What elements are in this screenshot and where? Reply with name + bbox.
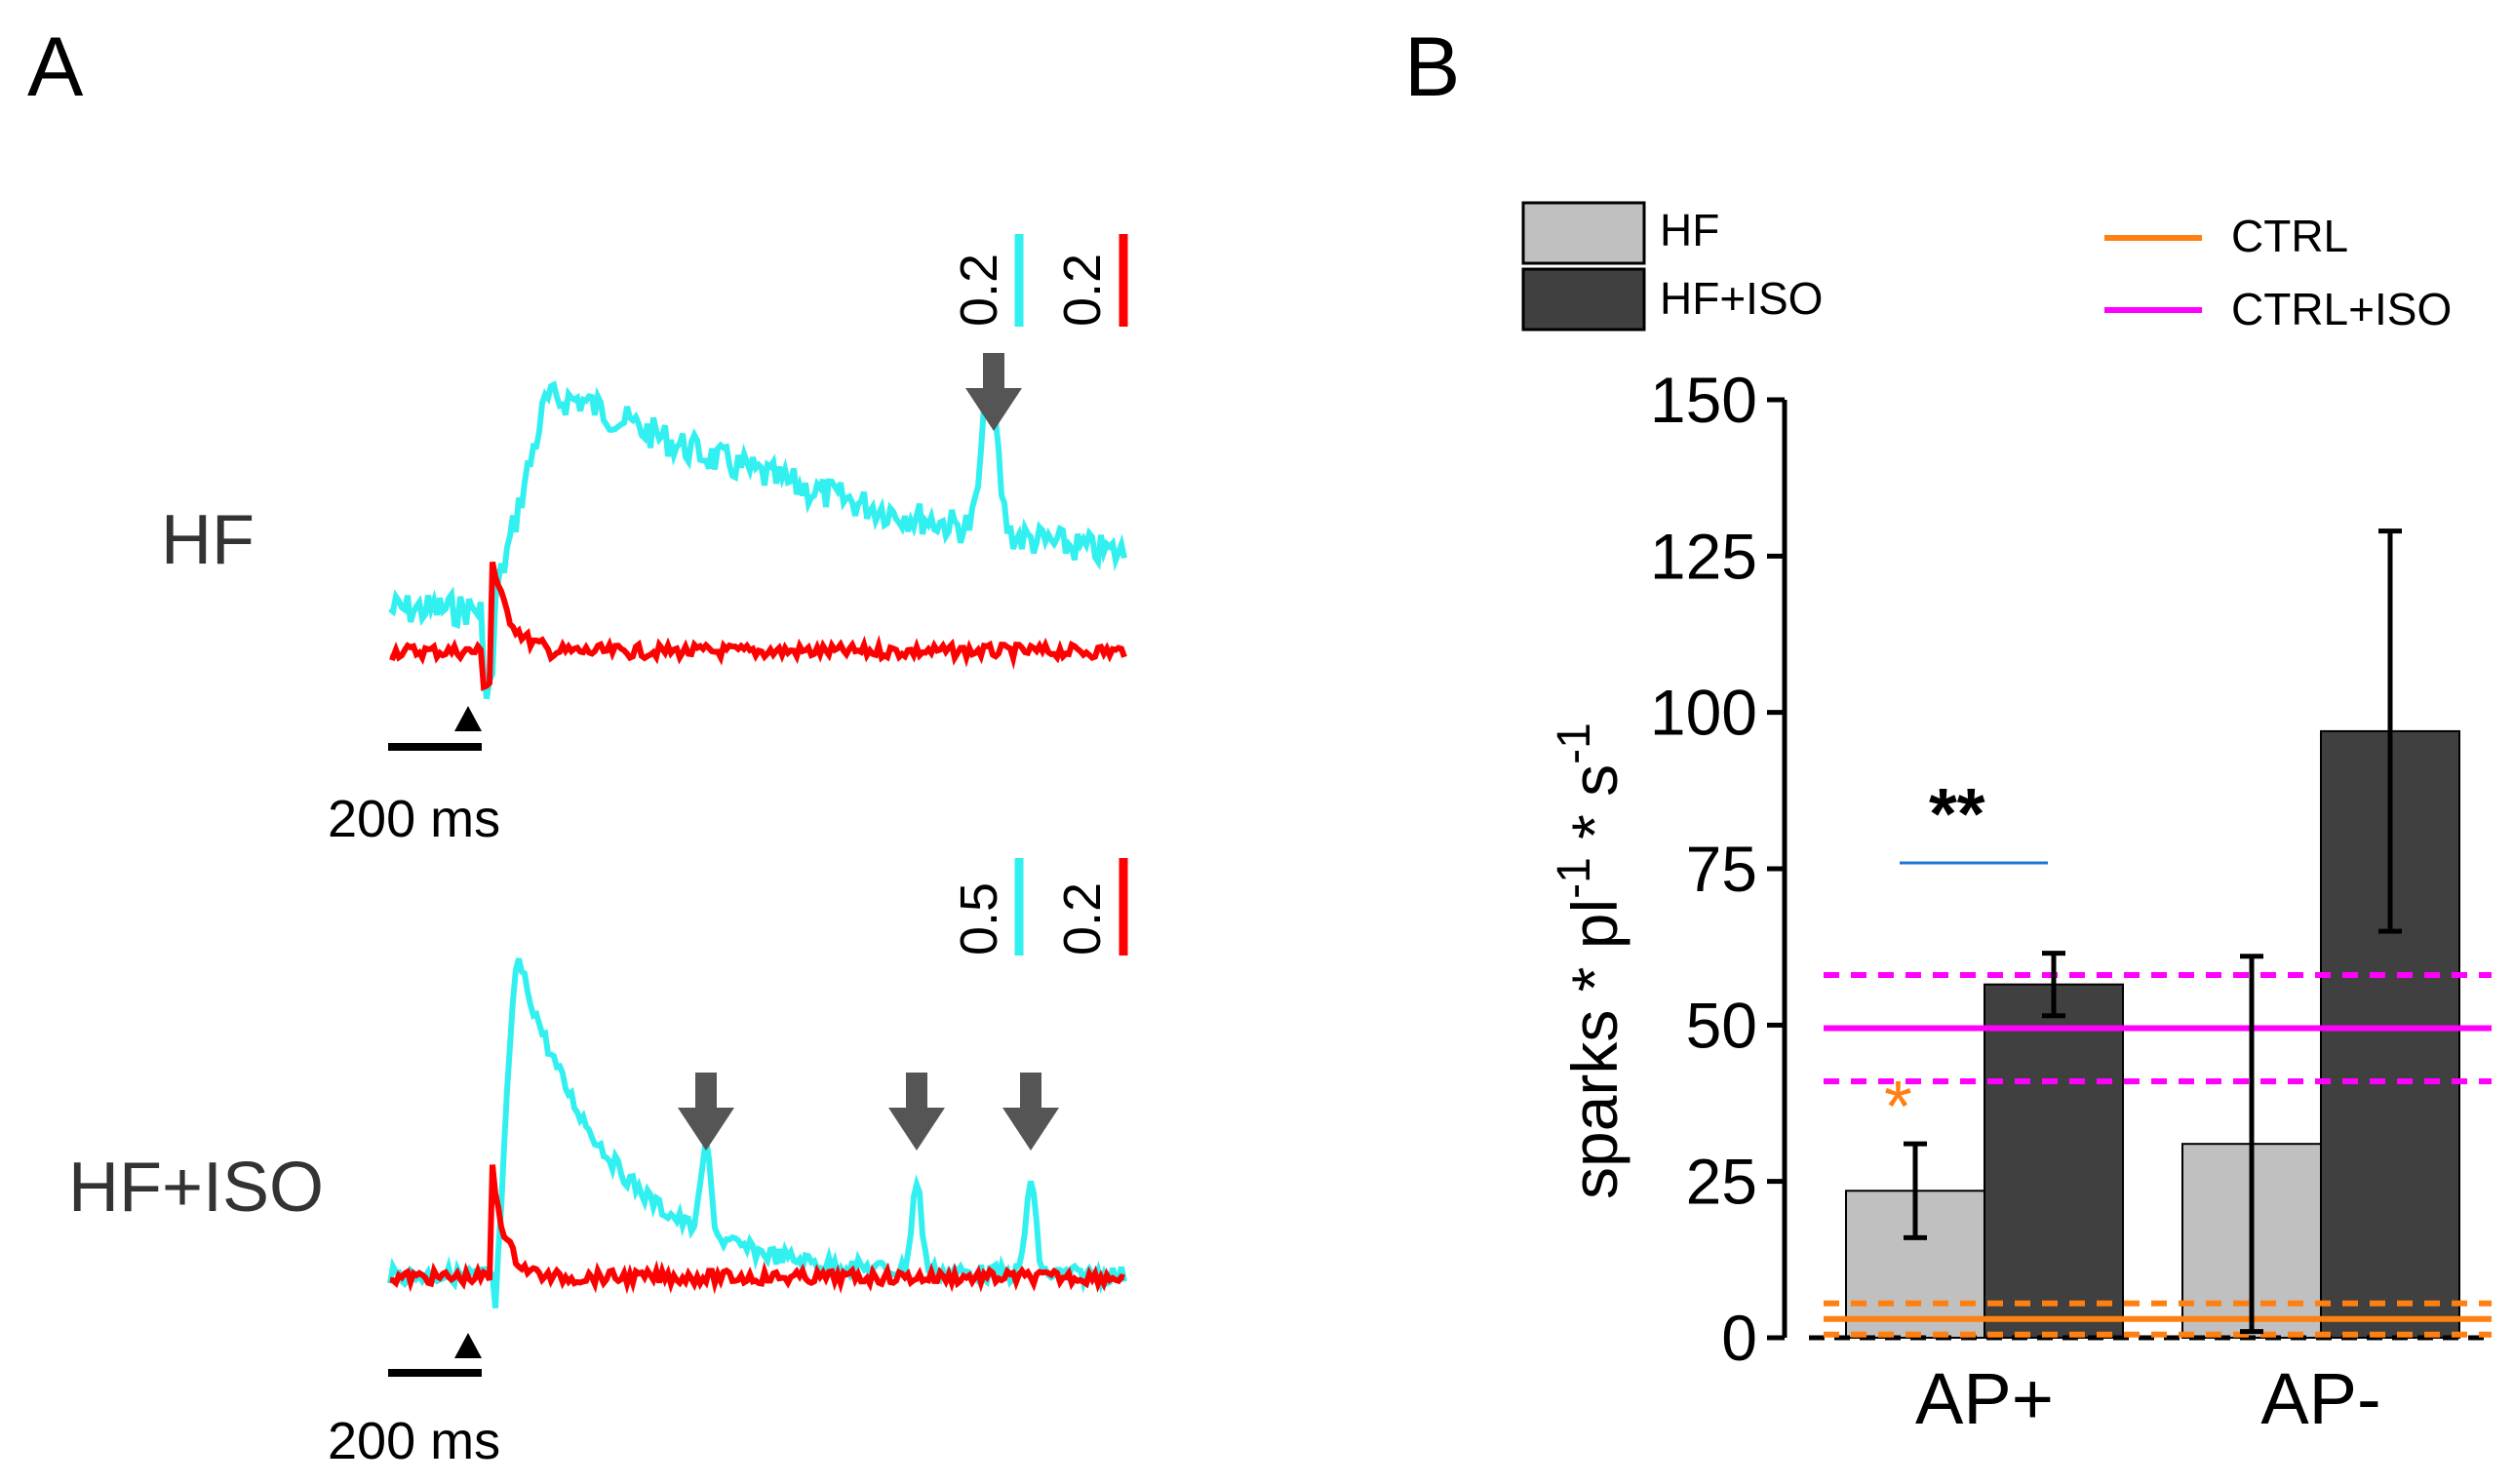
stimulus-triangle-icon <box>454 706 482 731</box>
trace-label-hf-iso: HF+ISO <box>68 1149 324 1227</box>
panel-b-letter: B <box>1404 20 1460 114</box>
legend-label-ctrl-iso: CTRL+ISO <box>2231 284 2452 334</box>
y-tick-label: 150 <box>1650 364 1757 436</box>
x-axis-categories: AP+ AP- <box>1915 1358 2381 1439</box>
trace-panel-hf-iso: HF+ISO 0.5 0.2 200 ms <box>68 858 1128 1470</box>
legend-swatch-hf <box>1521 201 1646 265</box>
y-axis-label: sparks * pl-1 * s-1 <box>1549 722 1630 1199</box>
significance-annotation-single: * <box>1884 1066 1912 1147</box>
y-tick-label: 0 <box>1721 1302 1757 1374</box>
y-tick-label: 75 <box>1686 833 1757 905</box>
down-arrow-icon <box>1002 1073 1059 1151</box>
y-tick-label: 50 <box>1686 989 1757 1061</box>
legend-label-hf: HF <box>1660 205 1719 255</box>
legend-label-ctrl: CTRL <box>2231 211 2348 261</box>
down-arrow-icon <box>888 1073 945 1151</box>
y-tick-label: 100 <box>1650 677 1757 749</box>
trace-panel-hf: HF 0.2 0.2 200 ms <box>161 234 1128 848</box>
legend: HF HF+ISO CTRL CTRL+ISO <box>1521 201 2452 334</box>
error-bars <box>1904 528 2402 1335</box>
panel-a-letter: A <box>27 20 84 114</box>
down-arrow-icon <box>678 1073 734 1151</box>
time-scale-label-hf-iso: 200 ms <box>328 1412 500 1470</box>
red-trace-hf <box>389 561 1127 691</box>
y-axis: 0 25 50 75 100 125 150 <box>1650 364 1787 1374</box>
reference-lines <box>1809 972 2492 1341</box>
significance-annotation-double: ** <box>1929 773 1985 854</box>
x-category-label: AP+ <box>1915 1358 2054 1439</box>
cyan-trace-hf <box>388 371 1127 699</box>
stimulus-triangle-icon <box>454 1333 482 1358</box>
red-trace-hf-iso <box>389 1164 1125 1295</box>
y-tick-label: 125 <box>1650 520 1757 592</box>
cyan-trace-hf-iso <box>387 957 1127 1308</box>
bar-hf-iso-0 <box>1984 983 2124 1339</box>
x-category-label: AP- <box>2260 1358 2380 1439</box>
trace-label-hf: HF <box>161 501 255 579</box>
cyan-scale-label-hf: 0.2 <box>950 254 1008 327</box>
legend-label-hf-iso: HF+ISO <box>1660 273 1823 324</box>
red-scale-label-hf-iso: 0.2 <box>1053 882 1112 956</box>
red-scale-label-hf: 0.2 <box>1053 254 1112 327</box>
time-scale-label-hf: 200 ms <box>328 790 500 848</box>
down-arrow-icon <box>965 353 1022 431</box>
legend-swatch-hf-iso <box>1521 267 1646 332</box>
y-tick-label: 25 <box>1686 1146 1757 1218</box>
cyan-scale-label-hf-iso: 0.5 <box>950 882 1008 956</box>
